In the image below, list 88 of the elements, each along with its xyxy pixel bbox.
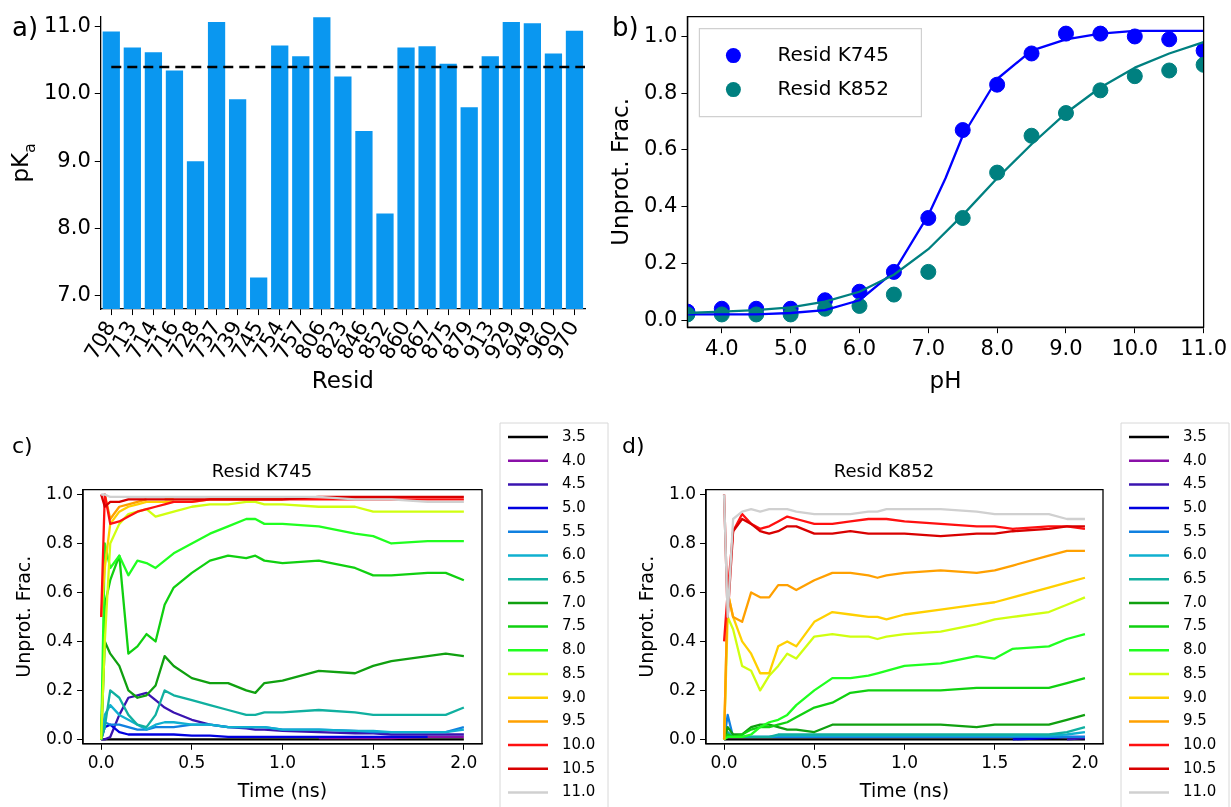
legend-label: 5.0 [1183,497,1207,516]
y-tick-label: 0.4 [668,629,697,650]
y-axis-title: Unprot. Frac. [12,555,34,678]
y-tick-label: 1.0 [45,482,74,503]
legend-label: 6.5 [1183,569,1207,588]
legend-label: 10.5 [562,758,596,777]
legend-label: 8.0 [562,640,586,659]
x-tick-label: 5.0 [773,336,808,361]
text: c) [12,432,33,458]
y-tick-label: 1.0 [668,482,697,503]
text: a) [12,11,39,42]
legend-label: 10.5 [1183,758,1217,777]
y-tick-label: 0.6 [45,580,74,601]
legend-label: 10.0 [562,734,596,753]
x-tick-label: 1.5 [359,752,387,773]
y-tick-label: 0.8 [45,531,74,552]
chart-title: Resid K852 [833,460,935,482]
legend-label: 8.5 [562,663,586,682]
legend-label: 7.5 [562,616,586,635]
y-tick-label: 0.8 [643,79,678,104]
y-tick-label: 9.0 [57,147,91,172]
x-tick-label: 6.0 [842,336,877,361]
y-tick-label: 0.2 [668,678,697,699]
y-tick-label: 0.6 [668,580,697,601]
x-tick-label: 10.0 [1111,336,1159,361]
legend-label: 9.0 [562,687,586,706]
legend-label: 8.0 [1183,640,1207,659]
legend-label: 4.0 [1183,450,1207,469]
legend-label: 11.0 [562,782,596,801]
legend-label: 11.0 [1183,782,1217,801]
legend-label: 7.0 [562,592,586,611]
x-tick-label: 0.5 [800,752,828,773]
legend-label: 9.5 [1183,711,1207,730]
x-tick-label: 9.0 [1049,336,1083,361]
y-tick-label: 0.8 [668,531,697,552]
x-tick-label: 2.0 [450,752,478,773]
legend-label: 7.5 [1183,616,1207,635]
y-tick-label: 11.0 [43,13,91,38]
x-tick-label: 1.0 [890,752,919,773]
legend-label: 7.0 [1183,592,1207,611]
legend-label: 6.0 [562,545,586,564]
legend-label: Resid K852 [777,75,890,100]
y-tick-label: 1.0 [643,22,678,47]
legend-label: 4.5 [562,474,586,493]
chart-title: Resid K745 [211,460,313,482]
legend-label: 9.0 [1183,687,1207,706]
x-tick-label: 0.5 [178,752,206,773]
y-axis-title: Unprot. Frac. [635,555,657,678]
x-tick-label: 0.0 [710,752,738,773]
legend-label: 4.0 [562,450,586,469]
legend-label: 9.5 [562,711,586,730]
legend-label: Resid K745 [777,41,890,66]
x-tick-label: 1.0 [268,752,297,773]
legend-label: 6.0 [1183,545,1207,564]
x-axis-title: Time (ns) [858,778,950,801]
legend-label: 5.5 [562,521,586,540]
y-tick-label: 0.2 [643,249,678,274]
y-tick-label: 0.0 [45,727,74,748]
x-tick-label: 11.0 [1180,336,1227,361]
y-tick-label: 0.4 [643,193,678,218]
y-tick-label: 0.4 [45,629,74,650]
y-tick-label: 0.6 [643,136,678,161]
legend-label: 5.0 [562,497,586,516]
y-tick-label: 0.0 [668,727,697,748]
text: d) [622,432,645,458]
x-tick-label: 2.0 [1071,752,1099,773]
x-axis-title: Resid [311,367,374,394]
x-tick-label: 4.0 [705,336,739,361]
legend-label: 4.5 [1183,474,1207,493]
y-axis-title: Unprot. Frac. [607,98,633,246]
legend-label: 3.5 [562,426,586,445]
x-tick-label: 8.0 [980,336,1014,361]
y-tick-label: 8.0 [57,214,91,239]
y-tick-label: 0.2 [45,678,74,699]
legend-label: 3.5 [1183,426,1207,445]
x-tick-label: 1.5 [981,752,1009,773]
x-axis-title: Time (ns) [236,778,328,801]
legend-label: 5.5 [1183,521,1207,540]
legend-label: 8.5 [1183,663,1207,682]
x-tick-label: 0.0 [87,752,115,773]
y-axis-title: pKa [7,143,40,183]
x-axis-title: pH [929,367,962,394]
legend-label: 10.0 [1183,734,1217,753]
y-tick-label: 10.0 [43,80,91,105]
legend-label: 6.5 [562,569,586,588]
text: b) [612,11,639,42]
x-tick-label: 7.0 [911,336,945,361]
y-tick-label: 7.0 [57,282,91,307]
